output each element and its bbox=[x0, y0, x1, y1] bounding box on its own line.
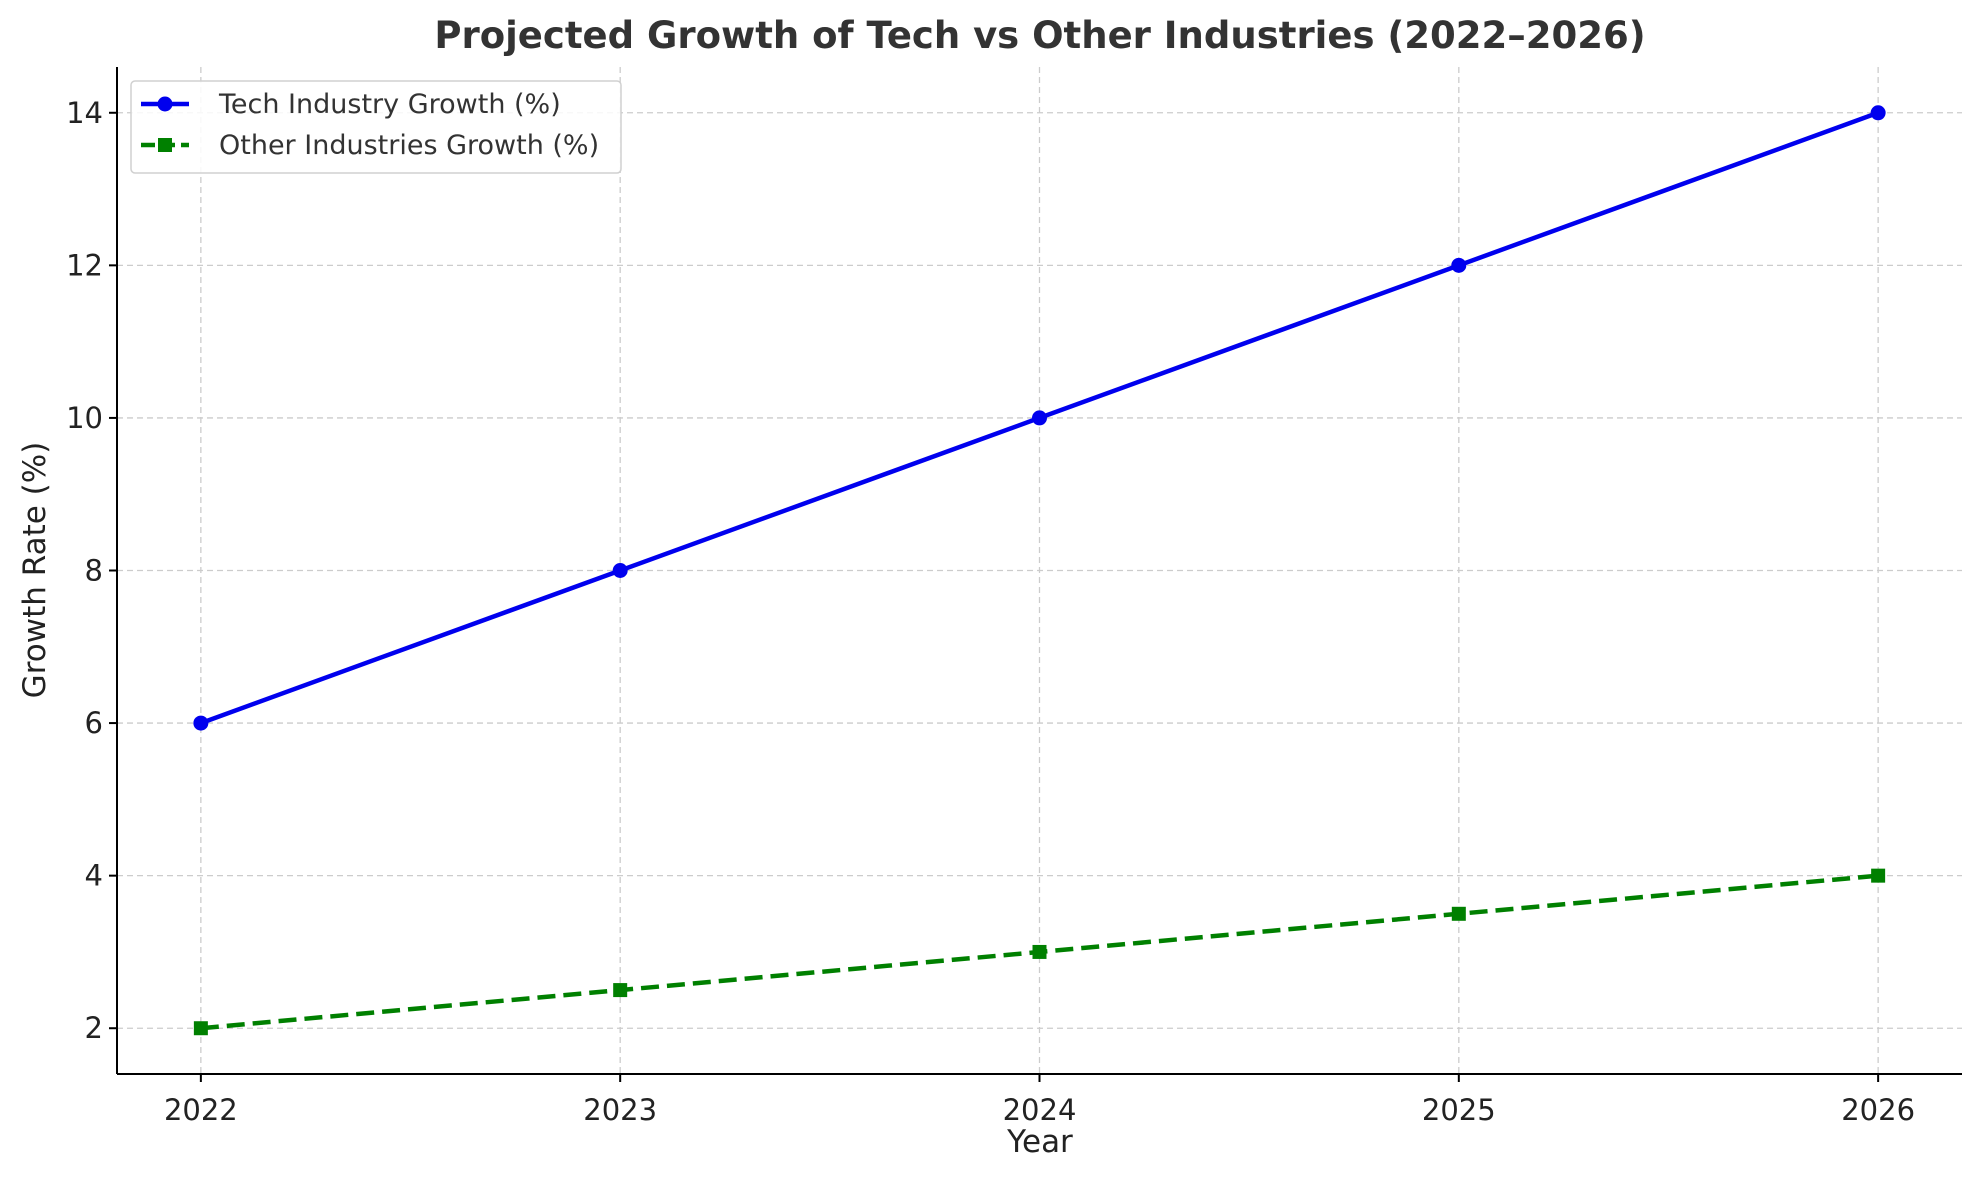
x-axis-label: Year bbox=[1006, 1124, 1073, 1160]
legend-item: Other Industries Growth (%) bbox=[141, 130, 599, 161]
legend: Tech Industry Growth (%) Other Industries… bbox=[130, 80, 622, 174]
data-point bbox=[1032, 944, 1047, 959]
y-tick-label: 8 bbox=[85, 554, 103, 588]
legend-box bbox=[130, 80, 622, 174]
data-point bbox=[193, 1021, 208, 1036]
y-tick-label: 12 bbox=[66, 248, 103, 282]
data-point bbox=[612, 563, 628, 578]
data-point bbox=[1871, 868, 1886, 883]
legend-marker bbox=[157, 96, 173, 112]
series-2 bbox=[193, 868, 1886, 1036]
x-tick-label: 2025 bbox=[1422, 1093, 1496, 1127]
legend-label: Other Industries Growth (%) bbox=[219, 130, 599, 161]
series-layer bbox=[193, 105, 1886, 1036]
y-axis: 2 4 6 8 10 12 14 bbox=[66, 96, 117, 1045]
y-tick-label: 4 bbox=[85, 859, 103, 893]
y-tick-label: 6 bbox=[85, 706, 103, 740]
data-point bbox=[1870, 105, 1886, 121]
data-point bbox=[1451, 906, 1466, 921]
y-tick-label: 2 bbox=[85, 1011, 103, 1045]
y-axis-label: Growth Rate (%) bbox=[17, 442, 53, 699]
y-tick-label: 10 bbox=[66, 401, 103, 435]
legend-marker bbox=[158, 138, 172, 152]
data-point bbox=[1451, 257, 1467, 273]
grid bbox=[117, 67, 1962, 1074]
x-axis: 2022 2023 2024 2025 2026 bbox=[164, 1074, 1915, 1127]
legend-item: Tech Industry Growth (%) bbox=[141, 89, 561, 120]
chart-title: Projected Growth of Tech vs Other Indust… bbox=[434, 14, 1645, 57]
x-tick-label: 2024 bbox=[1003, 1093, 1077, 1127]
x-tick-label: 2023 bbox=[583, 1093, 657, 1127]
x-tick-label: 2022 bbox=[164, 1093, 238, 1127]
data-point bbox=[1032, 410, 1047, 426]
y-tick-label: 14 bbox=[66, 96, 103, 130]
data-point bbox=[613, 983, 628, 998]
data-point bbox=[193, 715, 209, 731]
series-1 bbox=[193, 105, 1886, 731]
legend-label: Tech Industry Growth (%) bbox=[218, 89, 561, 120]
x-tick-label: 2026 bbox=[1841, 1093, 1915, 1127]
